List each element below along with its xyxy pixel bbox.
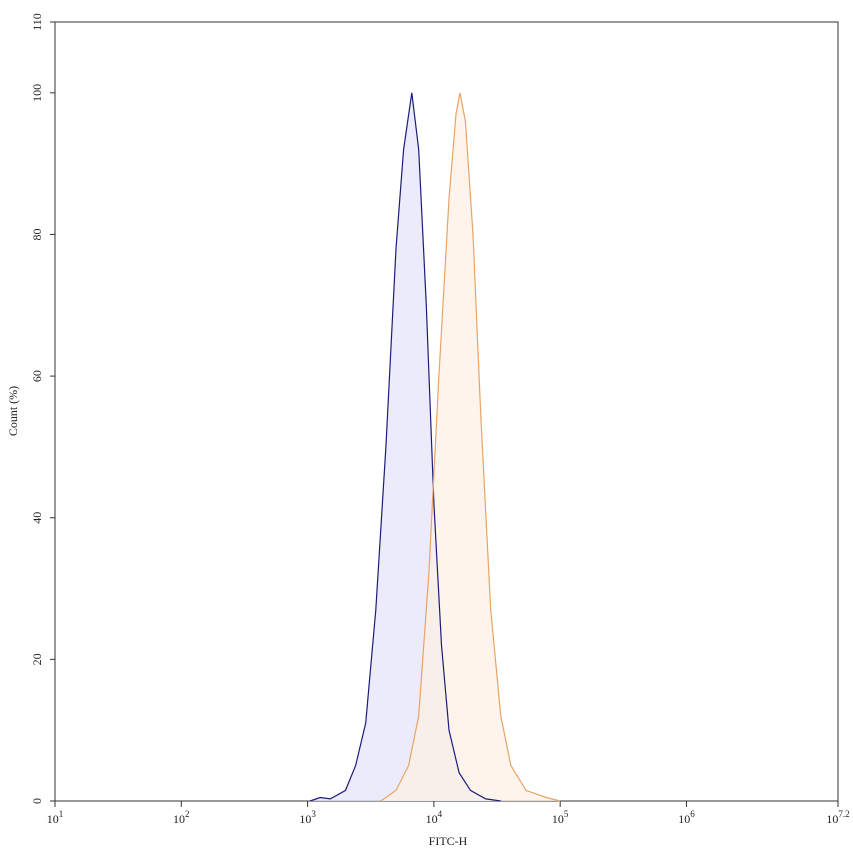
x-tick-exponent: 3 bbox=[311, 809, 316, 819]
x-tick-label: 104 bbox=[426, 809, 443, 826]
x-tick-base: 10 bbox=[47, 812, 59, 826]
y-tick-label: 20 bbox=[30, 653, 44, 665]
area-fill bbox=[310, 92, 501, 802]
x-tick-base: 10 bbox=[552, 812, 564, 826]
x-tick-label: 105 bbox=[552, 809, 569, 826]
x-tick-exponent: 1 bbox=[59, 809, 64, 819]
lines bbox=[309, 92, 561, 802]
y-tick-label: 80 bbox=[30, 228, 44, 240]
y-axis-label: Count (%) bbox=[6, 386, 20, 436]
x-tick-base: 10 bbox=[173, 812, 185, 826]
y-tick-label: 100 bbox=[30, 84, 44, 102]
x-tick-base: 10 bbox=[826, 812, 838, 826]
x-tick-label: 101 bbox=[47, 809, 64, 826]
histogram-line bbox=[380, 92, 561, 802]
x-tick-exponent: 6 bbox=[690, 809, 695, 819]
y-tick-label: 110 bbox=[30, 13, 44, 31]
x-axis-label: FITC-H bbox=[429, 834, 468, 848]
x-tick-base: 10 bbox=[678, 812, 690, 826]
x-tick-label: 107.2 bbox=[826, 809, 849, 826]
y-tick-label: 0 bbox=[30, 798, 44, 804]
x-tick-exponent: 2 bbox=[185, 809, 190, 819]
x-tick-base: 10 bbox=[299, 812, 311, 826]
x-tick-base: 10 bbox=[426, 812, 438, 826]
y-tick-label: 60 bbox=[30, 370, 44, 382]
x-tick-label: 102 bbox=[173, 809, 190, 826]
x-tick-exponent: 7.2 bbox=[838, 809, 849, 819]
y-tick-label: 40 bbox=[30, 512, 44, 524]
x-tick-label: 103 bbox=[299, 809, 316, 826]
x-tick-exponent: 5 bbox=[564, 809, 569, 819]
x-tick-label: 106 bbox=[678, 809, 695, 826]
histogram-line bbox=[309, 92, 501, 802]
x-tick-exponent: 4 bbox=[438, 809, 443, 819]
